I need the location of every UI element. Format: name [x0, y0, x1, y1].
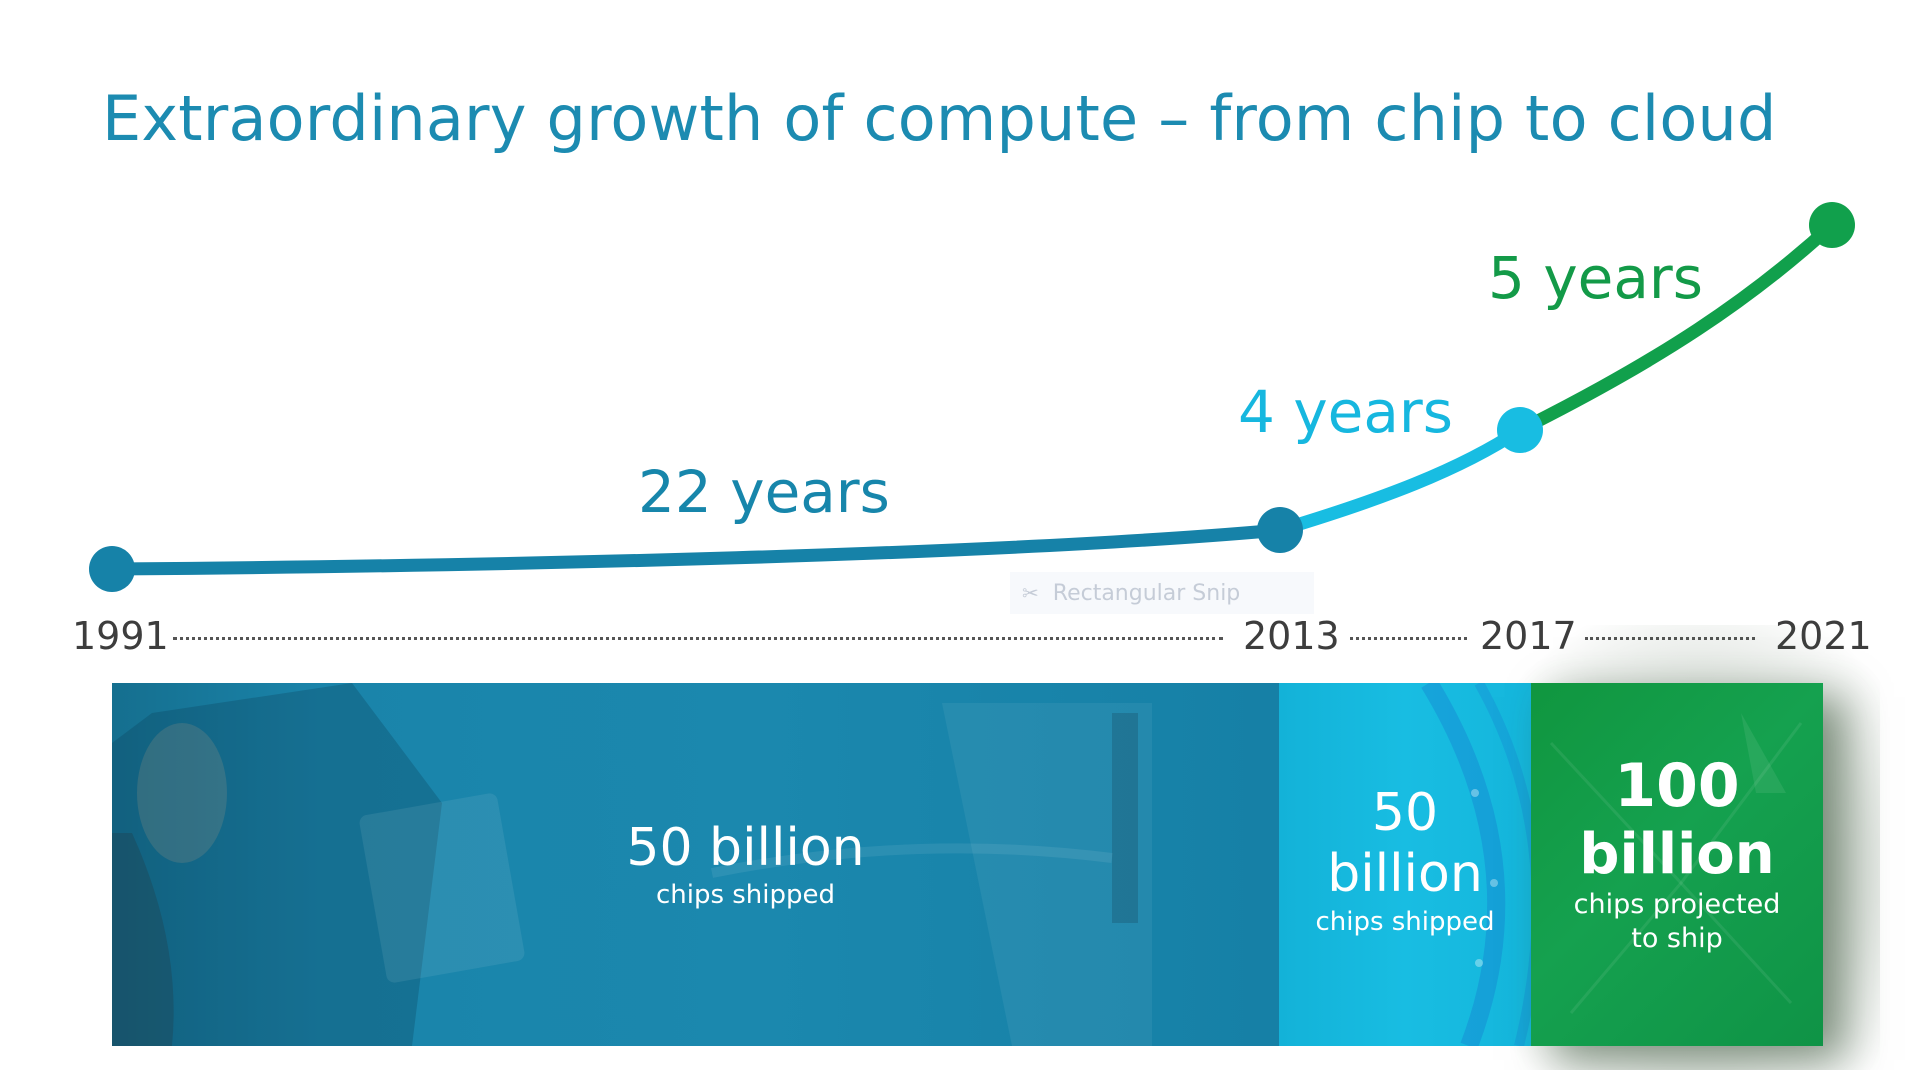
- scissors-icon: ✂: [1022, 581, 1039, 605]
- bar-1-amount: 50 billion: [626, 818, 865, 878]
- bar-1-caption: chips shipped: [655, 880, 836, 911]
- timeline-point-2021: [1809, 202, 1855, 248]
- timeline-dotted-2017-2021: [1585, 637, 1755, 640]
- bar-2-amount-line1: 50: [1371, 783, 1439, 843]
- timeline-point-2013: [1257, 507, 1303, 553]
- bar-2-caption: chips shipped: [1315, 906, 1495, 937]
- bar-background-network: [1549, 713, 1803, 1014]
- bar-2-amount-line2: billion: [1327, 844, 1483, 905]
- curve-segment-2013-2017: [1273, 423, 1527, 537]
- bar-3-caption-line1: chips projected: [1573, 888, 1781, 920]
- bar-3-caption-line2: to ship: [1631, 922, 1723, 954]
- snip-toast[interactable]: ✂ Rectangular Snip: [1010, 572, 1314, 614]
- timeline-dotted-1991-2013: [173, 637, 1223, 640]
- timeline-point-2017: [1497, 407, 1543, 453]
- snip-label: Rectangular Snip: [1052, 581, 1241, 606]
- year-label-1991: 1991: [72, 614, 169, 658]
- bar-background-circuit: [1421, 683, 1531, 1046]
- curve-segment-2017-2021: [1513, 218, 1839, 437]
- bar-3-amount-line1: 100: [1614, 751, 1740, 821]
- growth-curve: [89, 202, 1855, 592]
- curve-segment-1991-2013: [105, 523, 1287, 576]
- year-label-2017: 2017: [1480, 614, 1577, 658]
- bar-1991-2013: 50 billion chips shipped: [112, 683, 1279, 1046]
- bar-2017-2021: 100 billion chips projected to ship: [1531, 683, 1823, 1046]
- bar-2013-2017: 50 billion chips shipped: [1279, 683, 1531, 1046]
- year-label-2021: 2021: [1775, 614, 1872, 658]
- bar-3-amount-line2: billion: [1579, 821, 1775, 887]
- period-label-4-years: 4 years: [1238, 378, 1453, 446]
- period-label-22-years: 22 years: [638, 458, 890, 526]
- year-label-2013: 2013: [1243, 614, 1340, 658]
- bar-background-photo: [112, 683, 1152, 1046]
- timeline-point-1991: [89, 546, 135, 592]
- slide-title: Extraordinary growth of compute – from c…: [102, 82, 1777, 155]
- period-label-5-years: 5 years: [1488, 244, 1703, 312]
- timeline-dotted-2013-2017: [1350, 637, 1467, 640]
